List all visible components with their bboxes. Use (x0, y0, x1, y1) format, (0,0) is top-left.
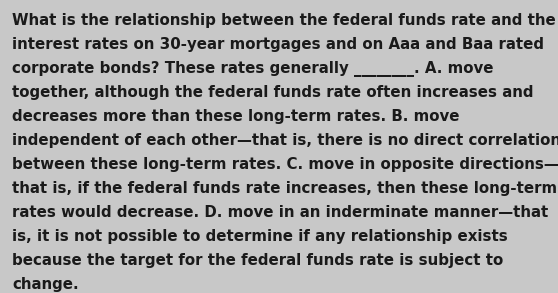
Text: change.: change. (12, 277, 79, 292)
Text: between these long-term rates. C. move in opposite directions—: between these long-term rates. C. move i… (12, 157, 558, 172)
Text: because the target for the federal funds rate is subject to: because the target for the federal funds… (12, 253, 503, 268)
Text: corporate bonds? These rates generally ________. A. move: corporate bonds? These rates generally _… (12, 61, 494, 77)
Text: What is the relationship between the federal funds rate and the: What is the relationship between the fed… (12, 13, 556, 28)
Text: independent of each other—that is, there is no direct correlation: independent of each other—that is, there… (12, 133, 558, 148)
Text: decreases more than these long-term rates. B. move: decreases more than these long-term rate… (12, 109, 460, 124)
Text: that is, if the federal funds rate increases, then these long-term: that is, if the federal funds rate incre… (12, 181, 557, 196)
Text: interest rates on 30-year mortgages and on Aaa and Baa rated: interest rates on 30-year mortgages and … (12, 37, 544, 52)
Text: rates would decrease. D. move in an inderminate manner—that: rates would decrease. D. move in an inde… (12, 205, 549, 220)
Text: is, it is not possible to determine if any relationship exists: is, it is not possible to determine if a… (12, 229, 508, 244)
Text: together, although the federal funds rate often increases and: together, although the federal funds rat… (12, 85, 534, 100)
